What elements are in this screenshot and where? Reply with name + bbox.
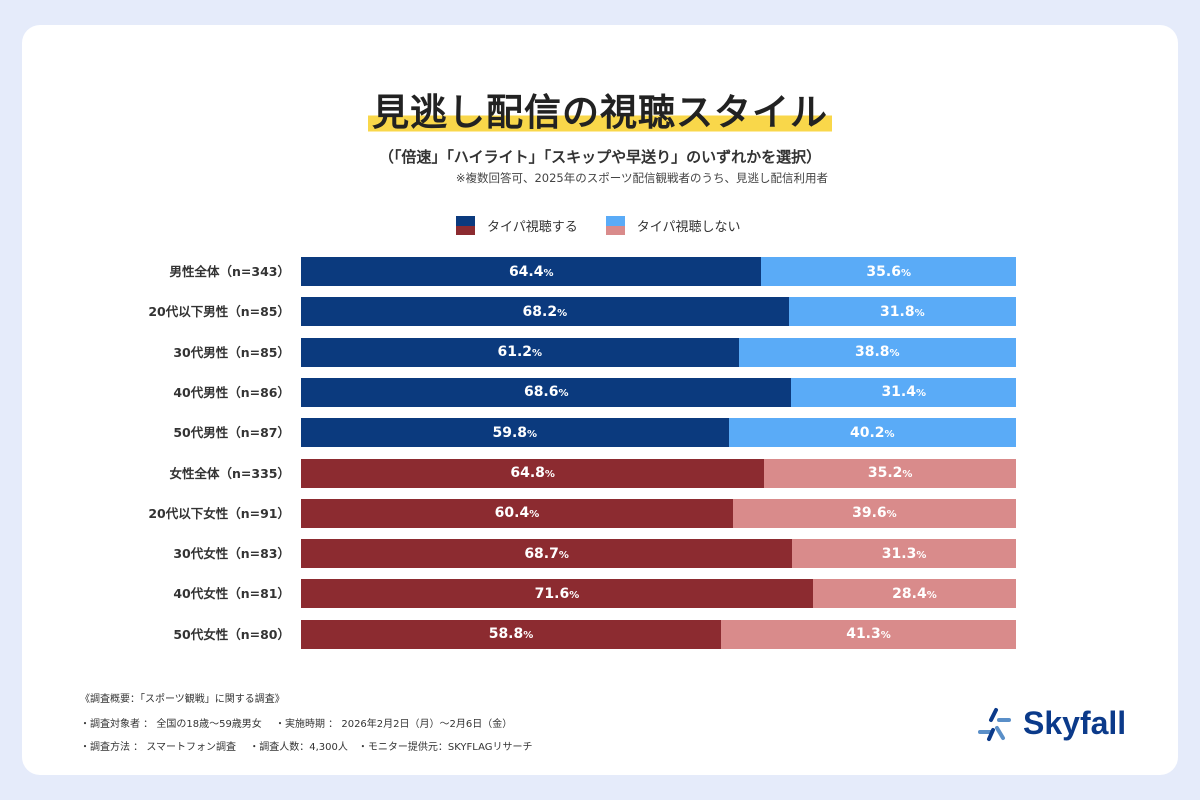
bar-no: 28.4% xyxy=(812,579,1016,609)
bar-row: 30代女性（n=83） 68.7% 31.3% xyxy=(0,539,1100,569)
bar-row: 女性全体（n=335） 64.8% 35.2% xyxy=(0,458,1100,488)
bar-row: 50代女性（n=80） 58.8% 41.3% xyxy=(0,619,1100,649)
data-label: 28.4% xyxy=(892,585,937,602)
chart-subtitle: （「倍速」「ハイライト」「スキップや早送り」のいずれかを選択） xyxy=(378,148,822,166)
category-label: 20代以下女性（n=91） xyxy=(148,505,290,521)
chart-note: ※複数回答可、2025年のスポーツ配信観戦者のうち、見逃し配信利用者 xyxy=(455,171,828,185)
legend-item-yes: タイパ視聴する xyxy=(456,216,578,235)
data-label: 31.8% xyxy=(880,303,925,320)
data-label: 64.8% xyxy=(510,465,555,481)
category-label: 40代男性（n=86） xyxy=(173,384,290,400)
bar-no: 31.4% xyxy=(791,377,1016,407)
bar-row: 男性全体（n=343） 64.4% 35.6% xyxy=(0,257,1100,286)
bar-row: 40代男性（n=86） 68.6% 31.4% xyxy=(0,377,1100,407)
bar-row: 40代女性（n=81） 71.6% 28.4% xyxy=(0,579,1100,609)
bar-yes: 64.8% xyxy=(301,458,765,488)
data-label: 71.6% xyxy=(534,585,580,602)
bar-no: 35.2% xyxy=(764,458,1016,488)
data-label: 35.2% xyxy=(867,465,913,481)
data-label: 38.8% xyxy=(854,344,900,361)
bar-yes: 71.6% xyxy=(301,579,813,609)
category-label: 女性全体（n=335） xyxy=(169,465,290,481)
legend-item-no: タイパ視聴しない xyxy=(605,216,741,235)
bar-yes: 68.6% xyxy=(301,377,792,407)
skyfall-logo: Skyfall xyxy=(977,705,1126,742)
data-label: 68.6% xyxy=(523,384,569,401)
bar-no: 40.2% xyxy=(728,418,1016,448)
bar-no: 35.6% xyxy=(761,257,1016,286)
legend-label-yes: タイパ視聴する xyxy=(487,220,578,235)
category-label: 50代男性（n=87） xyxy=(173,425,290,441)
bar-yes: 58.8% xyxy=(301,619,721,649)
bar-yes: 68.2% xyxy=(301,297,789,327)
bar-row: 30代男性（n=85） 61.2% 38.8% xyxy=(0,337,1100,367)
data-label: 68.7% xyxy=(524,545,569,562)
bar-no: 38.8% xyxy=(738,337,1016,367)
legend-label-no: タイパ視聴しない xyxy=(636,220,741,235)
bar-row: 20代以下女性（n=91） 60.4% 39.6% xyxy=(0,498,1100,528)
footer-line-1: 《調査概要：「スポーツ観戦」に関する調査》 xyxy=(80,694,285,705)
data-label: 40.2% xyxy=(849,424,895,441)
footer-line-3: ・調査方法 ： スマートフォン調査 ・調査人数：4,300人 ・モニター提供元：… xyxy=(80,742,533,753)
data-label: 68.2% xyxy=(522,303,568,320)
data-label: 31.4% xyxy=(881,384,927,401)
data-label: 59.8% xyxy=(492,424,538,441)
data-label: 35.6% xyxy=(866,263,911,280)
bar-yes: 68.7% xyxy=(301,539,793,569)
data-label: 39.6% xyxy=(852,505,897,522)
skyfall-star-icon xyxy=(978,707,1011,741)
legend-swatch-no xyxy=(605,216,625,235)
bar-no: 31.8% xyxy=(788,297,1016,327)
bar-no: 39.6% xyxy=(732,498,1016,528)
bar-yes: 59.8% xyxy=(301,418,729,448)
category-label: 男性全体（n=343） xyxy=(169,264,290,279)
bar-yes: 60.4% xyxy=(301,498,733,528)
category-label: 40代女性（n=81） xyxy=(173,586,290,602)
data-label: 61.2% xyxy=(497,344,543,361)
chart-title: 見逃し配信の視聴スタイル xyxy=(368,82,832,136)
bar-no: 31.3% xyxy=(792,539,1016,569)
bar-row: 50代男性（n=87） 59.8% 40.2% xyxy=(0,418,1100,448)
data-label: 58.8% xyxy=(488,626,534,643)
legend-swatch-yes xyxy=(456,216,475,235)
footer-line-2: ・調査対象者 ： 全国の18歳～59歳男女 ・実施時期 ： 2026年2月2日（… xyxy=(80,719,513,730)
data-label: 64.4% xyxy=(508,263,554,280)
legend: タイパ視聴する タイパ視聴しない xyxy=(456,216,741,235)
bar-yes: 64.4% xyxy=(301,257,762,286)
data-label: 41.3% xyxy=(846,626,891,643)
category-label: 50代女性（n=80） xyxy=(173,626,290,642)
data-label: 60.4% xyxy=(494,505,540,522)
category-label: 20代以下男性（n=85） xyxy=(148,304,290,320)
category-label: 30代女性（n=83） xyxy=(173,546,290,562)
bar-row: 20代以下男性（n=85） 68.2% 31.8% xyxy=(0,297,1100,327)
category-label: 30代男性（n=85） xyxy=(173,344,290,360)
bar-no: 41.3% xyxy=(721,619,1016,649)
data-label: 31.3% xyxy=(881,545,927,562)
bar-yes: 61.2% xyxy=(301,337,739,367)
